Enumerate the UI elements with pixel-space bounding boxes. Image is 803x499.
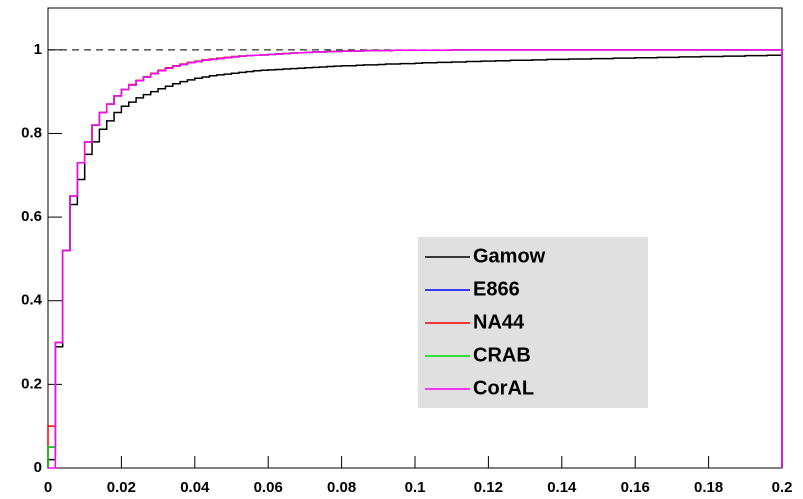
x-tick-label: 0.16 bbox=[621, 479, 650, 496]
legend-label: NA44 bbox=[473, 311, 525, 333]
x-tick-label: 0.04 bbox=[180, 479, 210, 496]
histogram-line bbox=[47, 54, 783, 468]
x-tick-label: 0.06 bbox=[254, 479, 283, 496]
plot-frame bbox=[47, 7, 783, 469]
x-tick-label: 0.02 bbox=[107, 479, 136, 496]
y-tick-label: 0 bbox=[34, 459, 42, 476]
histogram-line bbox=[48, 49, 783, 469]
x-tick-label: 0.1 bbox=[405, 479, 426, 496]
x-tick-label: 0.2 bbox=[772, 479, 793, 496]
y-tick-label: 1 bbox=[34, 41, 42, 58]
y-tick-label: 0.2 bbox=[21, 375, 42, 392]
legend-label: E866 bbox=[473, 278, 520, 300]
y-tick-label: 0.8 bbox=[21, 124, 42, 141]
x-tick-label: 0.18 bbox=[694, 479, 723, 496]
y-tick-label: 0.4 bbox=[21, 292, 43, 309]
x-tick-label: 0.12 bbox=[474, 479, 503, 496]
x-tick-label: 0.08 bbox=[327, 479, 356, 496]
x-tick-label: 0 bbox=[44, 479, 52, 496]
legend-label: Gamow bbox=[473, 245, 546, 267]
x-tick-label: 0.14 bbox=[547, 479, 577, 496]
y-tick-label: 0.6 bbox=[21, 208, 42, 225]
legend-label: CRAB bbox=[473, 344, 531, 366]
legend-label: CorAL bbox=[473, 377, 534, 399]
